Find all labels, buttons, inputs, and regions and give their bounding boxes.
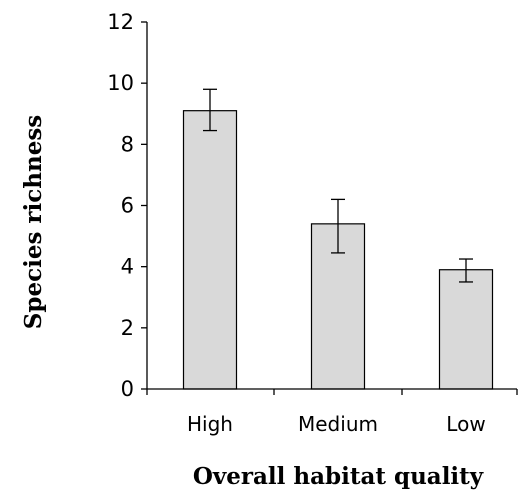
x-axis-title: Overall habitat quality [193,463,484,490]
y-axis-title: Species richness [20,115,47,330]
x-tick-label: Low [446,412,485,436]
y-tick-label: 10 [107,71,134,95]
plot-area: 0 2 4 6 8 10 12 High Medium Low [107,10,518,436]
y-tick-label: 4 [121,255,134,279]
x-tick-label: High [187,412,233,436]
bar [182,110,238,390]
y-tick-label: 2 [121,316,134,340]
y-tick-label: 12 [107,10,134,34]
x-tick-label: Medium [298,412,378,436]
y-tick-label: 8 [121,132,134,156]
y-tick-label: 6 [121,194,134,218]
y-tick-label: 0 [121,377,134,401]
bar [438,269,494,390]
